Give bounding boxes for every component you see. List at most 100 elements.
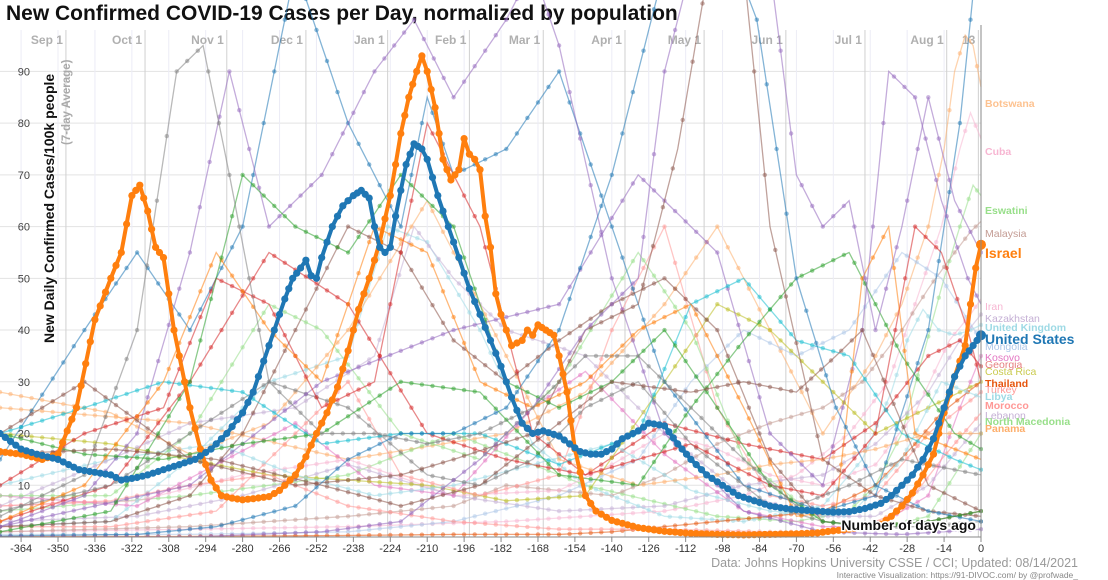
series-point <box>724 531 732 539</box>
series-point <box>944 283 949 289</box>
series-point <box>757 425 762 430</box>
series-point <box>356 452 361 457</box>
series-point <box>599 203 604 209</box>
series-point <box>303 274 309 279</box>
series-point <box>361 89 367 95</box>
series-point <box>799 468 804 473</box>
series-point <box>177 438 182 443</box>
series-point <box>630 425 636 430</box>
series-point <box>272 484 277 489</box>
series-point <box>219 379 224 384</box>
series-point <box>602 513 611 521</box>
series-point <box>947 331 952 336</box>
series-point <box>270 489 278 498</box>
series-point <box>630 181 636 186</box>
series-point <box>708 530 716 538</box>
series-point <box>82 452 87 457</box>
series-point <box>156 421 161 426</box>
series-point <box>0 519 3 524</box>
series-point <box>113 489 119 494</box>
series-point <box>260 357 268 365</box>
series-point <box>328 223 336 231</box>
series-point <box>345 477 351 483</box>
x-tick-label: -224 <box>379 543 401 555</box>
series-point <box>514 532 520 537</box>
series-point <box>694 444 699 449</box>
series-point <box>261 483 266 489</box>
series-point <box>767 340 773 346</box>
x-tick-label: -196 <box>453 543 475 555</box>
series-point <box>883 408 889 413</box>
series-point <box>535 354 541 360</box>
series-point <box>281 481 289 489</box>
series-point <box>719 481 727 489</box>
series-point <box>493 508 498 514</box>
series-point <box>124 526 129 531</box>
series-point <box>535 517 541 522</box>
series-point <box>672 501 678 506</box>
series-point <box>846 475 852 480</box>
series-point <box>968 229 973 234</box>
series-point <box>50 519 55 525</box>
series-point <box>670 166 675 171</box>
series-point <box>566 440 574 448</box>
series-point <box>614 353 620 359</box>
series-point <box>609 172 614 178</box>
series-point <box>29 505 34 511</box>
series-point <box>694 398 699 404</box>
series-point <box>893 327 898 333</box>
series-point <box>771 503 779 511</box>
series-point <box>50 376 55 381</box>
series-point <box>261 383 266 388</box>
series-point <box>924 408 929 414</box>
series-point <box>430 521 435 526</box>
series-point <box>514 523 520 529</box>
series-point <box>891 401 896 406</box>
series-point <box>71 344 77 349</box>
series-point <box>483 443 488 449</box>
series-point <box>592 450 600 458</box>
series-point <box>688 515 694 521</box>
series-point <box>724 485 732 493</box>
series-point <box>525 485 530 490</box>
series-point <box>229 388 235 393</box>
series-point <box>272 203 277 209</box>
series-point <box>166 430 171 435</box>
series-point <box>940 404 948 412</box>
series-point <box>697 530 706 538</box>
series-point <box>293 517 298 522</box>
series-point <box>50 505 55 510</box>
series-point <box>419 482 425 488</box>
series-point <box>82 439 87 444</box>
series-point <box>388 485 393 490</box>
series-point <box>961 342 969 350</box>
series-point <box>593 353 599 359</box>
series-point <box>187 250 193 255</box>
series-point <box>957 464 963 469</box>
series-point <box>873 446 878 452</box>
series-point <box>514 0 519 2</box>
series-point <box>641 443 646 449</box>
chart-title: New Confirmed COVID-19 Cases per Day, no… <box>6 2 678 25</box>
label-cuba: Cuba <box>985 146 1011 158</box>
series-point <box>265 342 273 350</box>
series-point <box>636 353 641 359</box>
series-point <box>451 490 456 495</box>
series-point <box>440 475 446 481</box>
series-point <box>8 424 13 430</box>
series-point <box>767 431 773 436</box>
series-point <box>144 263 150 268</box>
series-point <box>630 358 636 364</box>
series-point <box>472 514 477 519</box>
series-point <box>219 426 224 431</box>
series-point <box>588 183 593 188</box>
series-point <box>878 467 883 472</box>
series-point <box>778 448 783 454</box>
series-point <box>287 400 293 405</box>
series-point <box>588 250 593 255</box>
month-label: Dec 1 <box>271 33 303 47</box>
series-point <box>883 460 889 465</box>
series-point <box>915 503 920 509</box>
series-point <box>40 405 45 410</box>
series-point <box>18 424 24 430</box>
